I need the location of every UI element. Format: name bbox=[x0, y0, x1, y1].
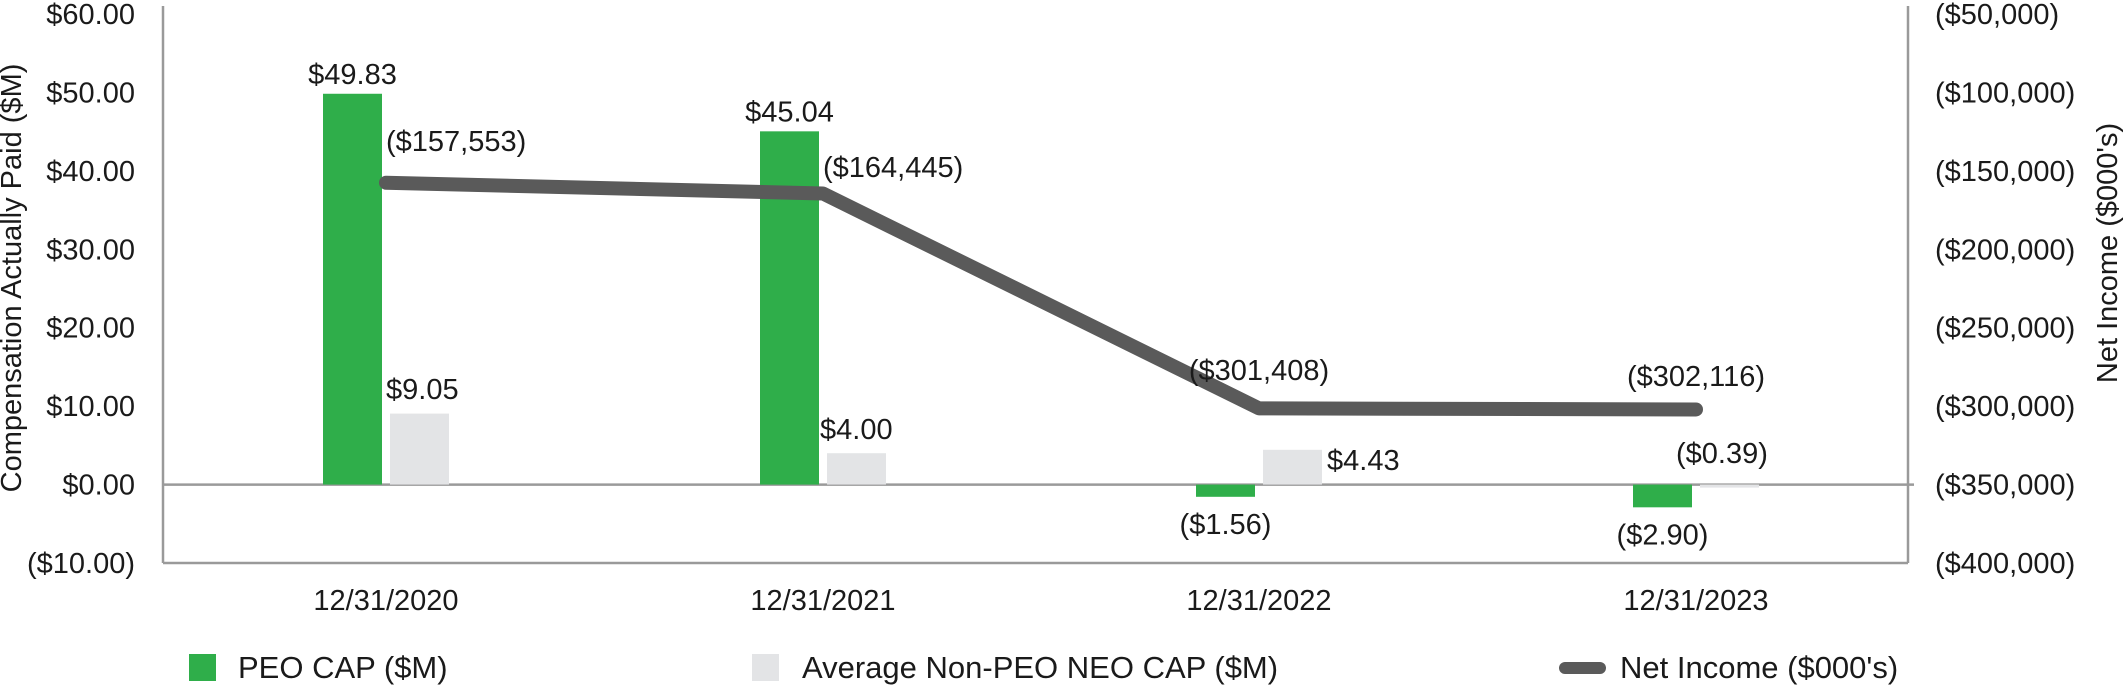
right-tick-label: ($150,000) bbox=[1935, 156, 2075, 188]
right-tick-label: ($50,000) bbox=[1935, 0, 2059, 31]
peo-cap-data-label: ($1.56) bbox=[1180, 509, 1272, 541]
non-peo-cap-bar bbox=[827, 453, 886, 485]
left-axis-title: Compensation Actually Paid ($M) bbox=[0, 64, 28, 493]
legend-non-peo-cap-swatch bbox=[752, 654, 779, 681]
net-income-point bbox=[1258, 407, 1260, 410]
net-income-line-group bbox=[379, 175, 1703, 417]
x-tick-label: 12/31/2020 bbox=[313, 585, 458, 617]
right-tick-label: ($400,000) bbox=[1935, 548, 2075, 580]
non-peo-cap-data-label: $4.43 bbox=[1327, 445, 1400, 477]
x-tick-label: 12/31/2023 bbox=[1623, 585, 1768, 617]
non-peo-cap-bar bbox=[390, 413, 449, 485]
legend-peo-cap-label: PEO CAP ($M) bbox=[238, 650, 448, 685]
peo-cap-bar bbox=[1196, 484, 1255, 497]
right-tick-label: ($250,000) bbox=[1935, 313, 2075, 345]
peo-cap-bar bbox=[323, 93, 382, 485]
non-peo-cap-bar bbox=[1700, 484, 1759, 488]
right-tick-label: ($100,000) bbox=[1935, 77, 2075, 109]
non-peo-cap-data-label: $4.00 bbox=[820, 414, 893, 446]
peo-cap-bar bbox=[1633, 484, 1692, 508]
left-tick-label: $40.00 bbox=[46, 156, 135, 188]
peo-cap-data-label: ($2.90) bbox=[1617, 519, 1709, 551]
non-peo-cap-bar bbox=[1263, 449, 1322, 485]
right-tick-label: ($300,000) bbox=[1935, 391, 2075, 423]
net-income-data-label: ($164,445) bbox=[823, 152, 963, 184]
peo-cap-data-label: $45.04 bbox=[745, 96, 834, 128]
net-income-line bbox=[379, 175, 1703, 417]
net-income-data-label: ($302,116) bbox=[1627, 361, 1765, 393]
right-tick-label: ($200,000) bbox=[1935, 234, 2075, 266]
legend-peo-cap-swatch bbox=[189, 654, 216, 681]
axes: $60.00 $50.00 $40.00 $30.00 $20.00 $10.00 $0.0… bbox=[0, 0, 2123, 617]
net-income-data-label: ($301,408) bbox=[1189, 355, 1329, 387]
left-tick-label: ($10.00) bbox=[27, 548, 135, 580]
left-tick-label: $0.00 bbox=[62, 470, 135, 502]
left-tick-label: $50.00 bbox=[46, 77, 135, 109]
left-tick-label: $60.00 bbox=[46, 0, 135, 31]
left-tick-label: $30.00 bbox=[46, 234, 135, 266]
x-tick-label: 12/31/2022 bbox=[1186, 585, 1331, 617]
legend: PEO CAP ($M) Average Non-PEO NEO CAP ($M)… bbox=[189, 650, 1898, 685]
net-income-point bbox=[1695, 408, 1697, 411]
net-income-point bbox=[822, 192, 824, 195]
x-tick-label: 12/31/2021 bbox=[750, 585, 895, 617]
data-labels: $49.83 $45.04 ($1.56) ($2.90) $9.05 $4.00 $4.4… bbox=[308, 59, 1768, 552]
left-tick-label: $10.00 bbox=[46, 391, 135, 423]
legend-non-peo-cap-label: Average Non-PEO NEO CAP ($M) bbox=[802, 650, 1278, 685]
non-peo-cap-data-label: $9.05 bbox=[386, 374, 459, 406]
net-income-point bbox=[385, 181, 387, 184]
non-peo-cap-data-label: ($0.39) bbox=[1676, 438, 1768, 470]
legend-net-income-label: Net Income ($000's) bbox=[1620, 650, 1898, 685]
peo-cap-bar bbox=[760, 131, 819, 485]
peo-cap-data-label: $49.83 bbox=[308, 59, 397, 91]
right-axis-title: Net Income ($000's) bbox=[2092, 123, 2123, 383]
right-tick-label: ($350,000) bbox=[1935, 470, 2075, 502]
left-tick-label: $20.00 bbox=[46, 313, 135, 345]
net-income-data-label: ($157,553) bbox=[386, 126, 526, 158]
